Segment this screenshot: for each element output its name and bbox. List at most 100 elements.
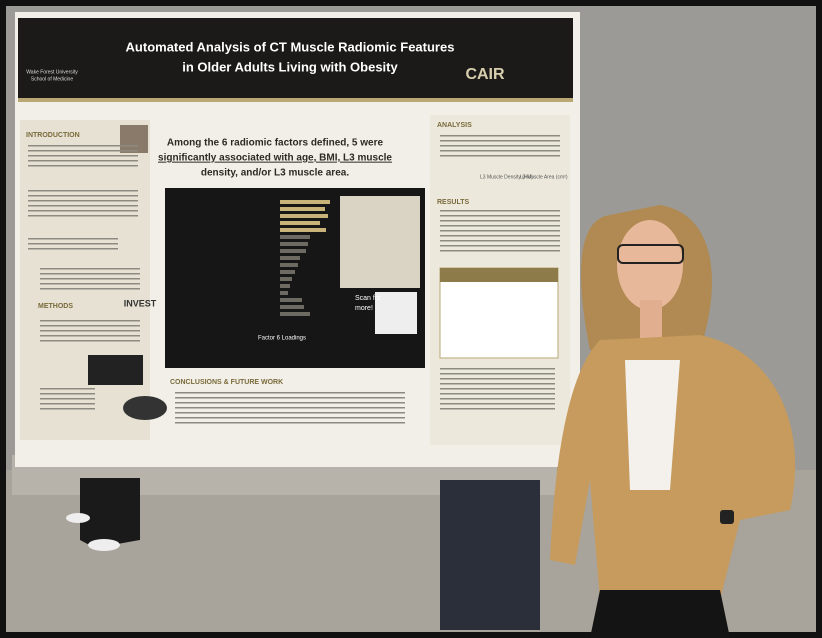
section-title: ANALYSIS xyxy=(437,122,472,129)
text-line xyxy=(40,408,95,410)
text-line xyxy=(440,145,560,147)
poster-header xyxy=(18,18,573,98)
text-line xyxy=(28,150,138,152)
bar xyxy=(280,228,326,232)
text-line xyxy=(440,393,555,395)
text-line xyxy=(440,230,560,232)
text-line xyxy=(175,417,405,419)
neck xyxy=(640,300,662,345)
text-line xyxy=(40,340,140,342)
watch xyxy=(720,510,734,524)
bar xyxy=(280,207,325,211)
text-line xyxy=(28,165,138,167)
white-top xyxy=(625,360,680,490)
text-line xyxy=(440,155,560,157)
text-line xyxy=(28,238,118,240)
text-line xyxy=(440,250,560,252)
face xyxy=(617,220,683,310)
text-line xyxy=(440,388,555,390)
outcome-label: L3 Muscle Area (cm²) xyxy=(520,174,568,180)
left-column xyxy=(20,120,150,440)
headline: Among the 6 radiomic factors defined, 5 … xyxy=(167,138,384,149)
text-line xyxy=(440,373,555,375)
bar xyxy=(280,242,308,246)
headline: significantly associated with age, BMI, … xyxy=(158,153,392,164)
text-line xyxy=(440,378,555,380)
results-table xyxy=(439,267,559,359)
chart-label: Factor 6 Loadings xyxy=(258,336,306,342)
shoe xyxy=(88,539,120,551)
text-line xyxy=(28,190,138,192)
section-title: INTRODUCTION xyxy=(26,132,80,139)
headline: density, and/or L3 muscle area. xyxy=(201,168,349,179)
text-line xyxy=(28,205,138,207)
poster-title: in Older Adults Living with Obesity xyxy=(182,59,398,74)
loadings-bars xyxy=(280,200,330,316)
section-title: CONCLUSIONS & FUTURE WORK xyxy=(170,379,283,386)
bar xyxy=(280,291,288,295)
text-line xyxy=(28,195,138,197)
texture-image xyxy=(120,125,148,153)
text-line xyxy=(175,402,405,404)
scan-label: more! xyxy=(355,305,373,312)
text-line xyxy=(40,393,95,395)
section-title: RESULTS xyxy=(437,199,469,206)
bar xyxy=(280,249,306,253)
text-line xyxy=(440,398,555,400)
text-line xyxy=(40,268,140,270)
qr-code xyxy=(375,292,417,334)
text-line xyxy=(40,320,140,322)
bar xyxy=(280,305,304,309)
section-title: METHODS xyxy=(38,303,73,310)
text-line xyxy=(28,215,138,217)
bar xyxy=(280,284,290,288)
poster-title: Automated Analysis of CT Muscle Radiomic… xyxy=(126,39,455,54)
bar xyxy=(280,221,320,225)
bar xyxy=(280,312,310,316)
body-text xyxy=(28,135,560,424)
text-line xyxy=(440,245,560,247)
text-line xyxy=(440,408,555,410)
text-line xyxy=(440,225,560,227)
scan-label: Scan for xyxy=(355,295,382,302)
text-line xyxy=(175,407,405,409)
background-person xyxy=(440,480,540,630)
institution: Wake Forest University xyxy=(26,69,78,75)
outcome-label: L3 Muscle Density (HU) xyxy=(480,174,533,180)
shoe xyxy=(66,513,90,523)
text-line xyxy=(40,278,140,280)
glasses xyxy=(617,244,684,264)
blazer xyxy=(550,335,796,600)
text-line xyxy=(440,240,560,242)
figure-legend xyxy=(340,196,420,288)
text-line xyxy=(440,403,555,405)
table-header xyxy=(440,268,558,282)
bar xyxy=(280,214,328,218)
text-line xyxy=(440,368,555,370)
bar xyxy=(280,277,292,281)
text-line xyxy=(175,422,405,424)
text-line xyxy=(440,135,560,137)
background-person-legs xyxy=(80,478,140,548)
text-line xyxy=(40,330,140,332)
text-line xyxy=(440,215,560,217)
text-line xyxy=(40,288,140,290)
text-line xyxy=(28,200,138,202)
text-line xyxy=(40,335,140,337)
text-line xyxy=(28,243,118,245)
text-line xyxy=(440,235,560,237)
bar xyxy=(280,270,295,274)
text-line xyxy=(28,210,138,212)
text-line xyxy=(40,283,140,285)
bar xyxy=(280,200,330,204)
ct-image xyxy=(123,396,167,420)
logo: CAIR xyxy=(465,66,505,83)
text-line xyxy=(175,397,405,399)
text-line xyxy=(440,383,555,385)
bar xyxy=(280,235,310,239)
text-line xyxy=(440,210,560,212)
bar xyxy=(280,263,298,267)
text-line xyxy=(440,220,560,222)
